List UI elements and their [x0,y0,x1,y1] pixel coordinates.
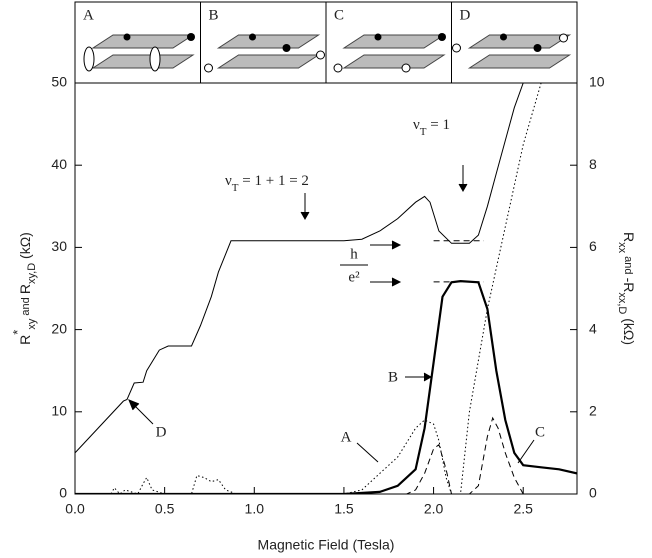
plane [216,34,321,49]
y2-tick-label: 0 [589,485,597,501]
y-axis-label-part: * [10,330,25,335]
y-axis-label-part: xy [26,318,38,330]
contact [204,63,213,73]
annotation: e² [348,269,360,285]
y2-axis-label-part: (kΩ) [621,314,637,345]
panel-label: D [460,7,471,23]
y-axis-label-part: R [17,335,33,345]
annotation: B [388,369,398,385]
contact [533,44,542,52]
contact [452,43,461,53]
panel-label: B [209,7,219,23]
contact [401,63,411,73]
contact [187,33,195,41]
annotation-part: ν [225,173,232,189]
contact [500,33,507,41]
annotation: h [350,246,358,262]
x-tick-label: 1.0 [245,501,265,517]
annotation-part: ν [413,117,420,133]
y2-tick-label: 6 [589,238,597,254]
y-tick-label: 40 [51,156,67,172]
annotation-part: = 1 [427,117,450,133]
plane [467,54,572,69]
annotation: νT = 1 [413,117,450,137]
plane [342,34,446,49]
contact [149,46,161,72]
y2-tick-label: 8 [589,156,597,172]
y-axis-label-part: R [17,284,33,294]
y2-axis-label-part: -R [621,278,637,293]
arrows [128,165,535,464]
y-axis-label-part: (kΩ) [17,232,33,263]
plane [91,54,195,69]
series-line [75,416,577,494]
plane [216,54,321,69]
contact [316,50,325,60]
y-tick-label: 50 [51,74,67,90]
series-line [75,83,524,454]
plane [467,34,572,49]
plane [342,54,446,69]
annotation: D [156,424,167,440]
y-tick-label: 30 [51,238,67,254]
annotation: C [535,424,545,440]
contact [333,63,343,73]
y-tick-label: 10 [51,403,67,419]
y2-axis-label-part: xx [616,242,628,254]
y2-tick-label: 10 [589,74,605,90]
contact [83,46,95,72]
y-tick-label: 20 [51,320,67,336]
panel-label: A [83,7,94,23]
series-line [75,83,542,494]
plane [91,34,195,49]
x-tick-label: 2.0 [424,501,444,517]
contact [249,33,256,41]
y-tick-label: 0 [59,485,67,501]
y-axis-label-part: xy,D [26,263,38,284]
x-axis-label: Magnetic Field (Tesla) [258,537,395,553]
contact [282,44,291,52]
contact [374,33,382,41]
annotation: A [341,429,352,445]
annotation-part: = 1 + 1 = 2 [239,173,309,189]
x-tick-label: 2.5 [513,501,533,517]
y2-axis-label: Rxx and -Rxx,D (kΩ) [616,232,637,345]
y2-tick-label: 4 [589,320,597,336]
contact [123,33,131,41]
x-tick-label: 0.0 [65,501,85,517]
y-axis-label-part: and [20,294,32,318]
panel-label: C [334,7,344,23]
annotation-part: T [420,126,427,138]
annotation: νT = 1 + 1 = 2 [225,173,309,193]
annotation-part: T [232,182,239,194]
y2-axis-label-part: xx,D [616,292,628,314]
contact [438,33,446,41]
y2-axis-label-part: and [622,253,634,277]
series-line [75,279,577,494]
contact [559,33,568,43]
y2-axis-label-part: R [621,232,637,242]
x-tick-label: 0.5 [155,501,175,517]
y-axis-label: R*xy and Rxy,D (kΩ) [10,232,38,345]
x-tick-label: 1.5 [334,501,354,517]
y2-tick-label: 2 [589,403,597,419]
plot-frame [74,82,578,495]
